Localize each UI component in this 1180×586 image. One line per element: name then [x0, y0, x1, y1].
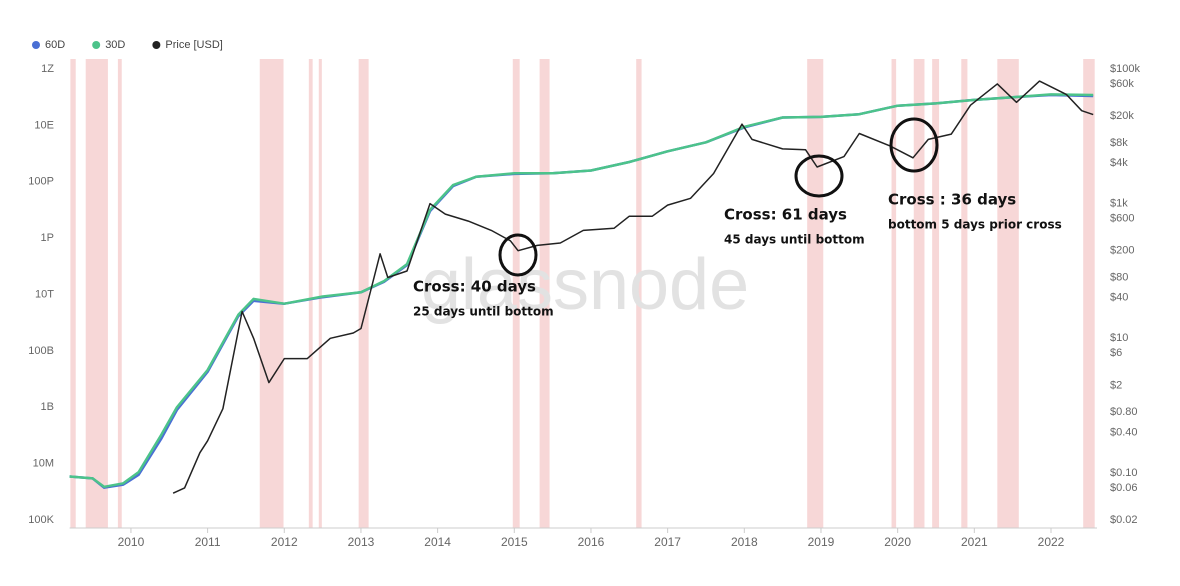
cross-band	[891, 59, 897, 528]
y2-tick-label: $0.06	[1110, 482, 1138, 494]
y-tick-label: 100P	[28, 176, 54, 188]
cross-band	[913, 59, 925, 528]
y2-tick-label: $0.02	[1110, 514, 1138, 526]
y-tick-label: 100B	[28, 345, 54, 357]
series-line	[172, 80, 1094, 494]
y2-tick-label: $600	[1110, 212, 1134, 224]
cross-band	[318, 59, 322, 528]
x-tick-label: 2022	[1038, 535, 1065, 549]
cross-band	[85, 59, 108, 528]
legend-dot	[152, 41, 161, 49]
y-tick-label: 1Z	[41, 63, 54, 75]
y-tick-label: 1B	[41, 401, 54, 413]
y2-tick-label: $100k	[1110, 63, 1140, 75]
x-tick-label: 2011	[195, 535, 221, 549]
y2-tick-label: $4k	[1110, 157, 1128, 169]
watermark: glassnode	[421, 245, 749, 325]
x-tick-label: 2010	[118, 535, 145, 549]
cross-band	[70, 59, 76, 528]
cross-band	[636, 59, 642, 528]
legend-dot	[32, 41, 40, 49]
cross-band	[539, 59, 550, 528]
y2-tick-label: $10	[1110, 332, 1128, 344]
annotation-circle	[794, 154, 844, 198]
annotation-circle	[889, 117, 939, 173]
y2-tick-label: $80	[1110, 271, 1128, 283]
legend-label: 60D	[45, 39, 65, 51]
legend-label: Price [USD]	[165, 39, 222, 51]
x-tick-label: 2015	[501, 535, 528, 549]
cross-band	[997, 59, 1019, 528]
x-tick-label: 2018	[731, 535, 758, 549]
y2-tick-label: $60k	[1110, 78, 1134, 90]
annotation-note: 45 days until bottom	[724, 233, 865, 247]
cross-band	[961, 59, 968, 528]
y2-tick-label: $0.40	[1110, 426, 1138, 438]
x-tick-label: 2019	[808, 535, 835, 549]
series-line	[69, 93, 1094, 489]
x-tick-label: 2014	[424, 535, 451, 549]
y2-tick-label: $0.10	[1110, 467, 1138, 479]
y2-tick-label: $200	[1110, 245, 1134, 257]
y2-tick-label: $0.80	[1110, 406, 1138, 418]
y-tick-label: 10T	[35, 288, 54, 300]
cross-band	[512, 59, 520, 528]
cross-band	[807, 59, 824, 528]
y-tick-label: 10E	[34, 119, 54, 131]
y2-tick-label: $20k	[1110, 110, 1134, 122]
cross-band	[1083, 59, 1095, 528]
cross-band	[932, 59, 940, 528]
x-tick-label: 2021	[961, 535, 988, 549]
y-tick-label: 1P	[41, 232, 54, 244]
x-tick-label: 2017	[654, 535, 681, 549]
legend-dot	[92, 41, 101, 49]
cross-band	[117, 59, 122, 528]
x-tick-label: 2016	[578, 535, 605, 549]
annotation-note: bottom 5 days prior cross	[888, 218, 1062, 232]
y-tick-label: 100K	[28, 514, 54, 526]
y-tick-label: 10M	[33, 458, 54, 470]
annotation-circle	[498, 233, 538, 277]
y2-tick-label: $40	[1110, 292, 1128, 304]
annotation-title: Cross : 36 days	[888, 191, 1016, 209]
annotation-title: Cross: 61 days	[724, 206, 847, 224]
x-tick-label: 2013	[348, 535, 375, 549]
y2-tick-label: $2	[1110, 379, 1122, 391]
cross-band	[259, 59, 284, 528]
legend-label: 30D	[105, 39, 125, 51]
cross-band	[358, 59, 369, 528]
annotation-title: Cross: 40 days	[413, 278, 536, 296]
y2-tick-label: $8k	[1110, 137, 1128, 149]
y2-tick-label: $1k	[1110, 198, 1128, 210]
y2-tick-label: $6	[1110, 347, 1122, 359]
x-tick-label: 2020	[884, 535, 911, 549]
cross-band	[308, 59, 313, 528]
annotation-note: 25 days until bottom	[413, 305, 554, 319]
x-tick-label: 2012	[271, 535, 298, 549]
